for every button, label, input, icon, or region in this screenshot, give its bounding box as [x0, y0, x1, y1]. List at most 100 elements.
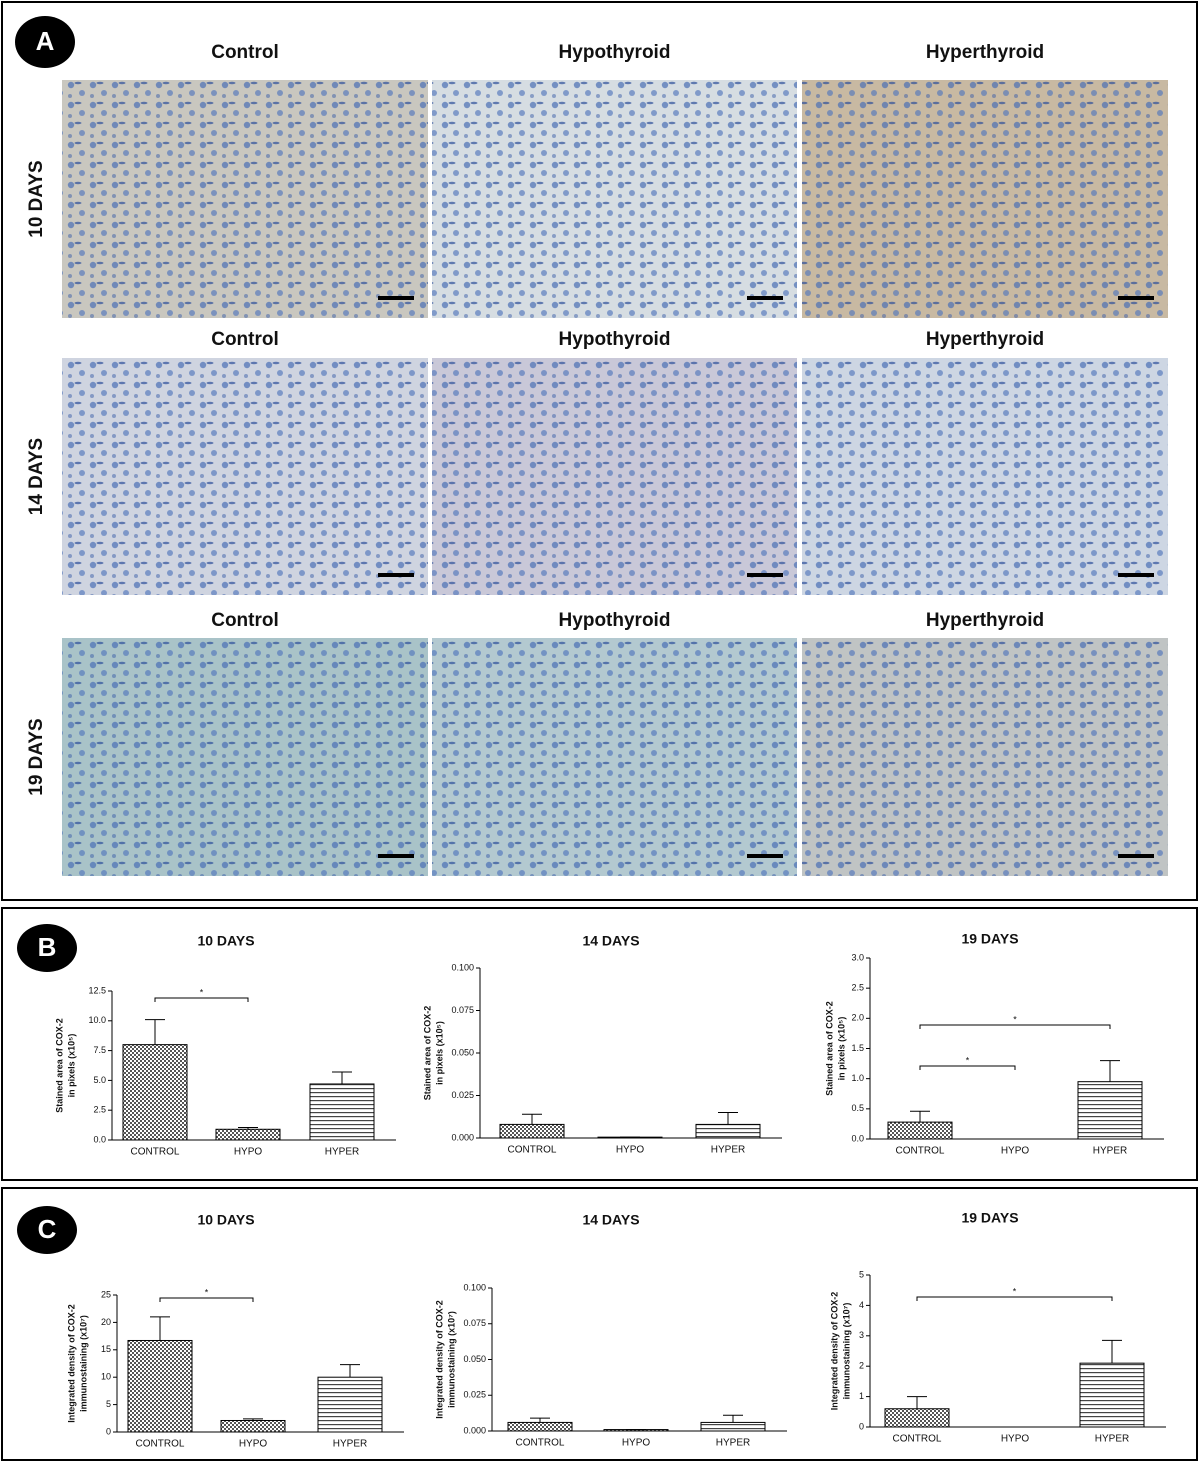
significance-bracket: [154, 997, 249, 1002]
x-tick-label: CONTROL: [508, 1145, 557, 1156]
y-tick-label: 0.050: [463, 1354, 486, 1364]
significance-bracket: [159, 1297, 254, 1302]
y-tick-label: 0.5: [851, 1103, 864, 1113]
y-axis-label: in pixels (x10⁵): [434, 1021, 444, 1085]
x-tick-label: HYPER: [1095, 1434, 1129, 1445]
y-tick-label: 0.000: [451, 1132, 474, 1142]
x-tick-label: HYPO: [622, 1438, 651, 1449]
chart-title: 19 DAYS: [961, 1210, 1018, 1226]
micrograph-nuclei: [802, 638, 1168, 876]
column-title: Hypothyroid: [559, 610, 671, 631]
bar: [215, 1128, 281, 1141]
bar: [507, 1421, 573, 1432]
y-tick-label: 0.0: [851, 1133, 864, 1143]
y-tick-label: 0.025: [463, 1390, 486, 1400]
chart-title: 14 DAYS: [582, 1212, 639, 1228]
badge: [15, 16, 75, 68]
chart-title: 19 DAYS: [961, 931, 1018, 947]
y-axis-label: Stained area of COX-2: [422, 1006, 432, 1101]
y-tick-label: 10.0: [88, 1015, 106, 1025]
bar: [887, 1121, 953, 1140]
x-tick-label: CONTROL: [516, 1438, 565, 1449]
micrograph-nuclei: [802, 358, 1168, 595]
micrograph-nuclei: [432, 358, 797, 595]
y-tick-label: 1.5: [851, 1043, 864, 1053]
y-tick-label: 2.5: [93, 1105, 106, 1115]
x-tick-label: HYPO: [234, 1147, 263, 1158]
column-title: Hyperthyroid: [926, 610, 1044, 631]
scale-bar: [378, 296, 414, 300]
column-title: Hyperthyroid: [926, 329, 1044, 350]
bar: [499, 1123, 565, 1139]
y-tick-label: 7.5: [93, 1045, 106, 1055]
column-title: Hypothyroid: [559, 42, 671, 63]
y-axis-label: Integrated density of COX-2: [66, 1304, 76, 1423]
y-tick-label: 15: [101, 1344, 111, 1354]
x-tick-label: HYPER: [333, 1439, 367, 1450]
micrograph-nuclei: [802, 80, 1168, 318]
y-tick-label: 2: [859, 1361, 864, 1371]
bar: [700, 1421, 766, 1432]
column-title: Hypothyroid: [559, 329, 671, 350]
y-tick-label: 0.025: [451, 1090, 474, 1100]
column-title: Hyperthyroid: [926, 42, 1044, 63]
row-label: 19 DAYS: [26, 718, 47, 795]
x-tick-label: HYPO: [616, 1145, 645, 1156]
panel-b-frame: [1, 907, 1198, 1181]
scale-bar: [747, 573, 783, 577]
y-tick-label: 0: [106, 1426, 111, 1436]
column-title: Control: [211, 329, 279, 350]
y-tick-label: 5: [106, 1399, 111, 1409]
y-axis-label: Integrated density of COX-2: [434, 1300, 444, 1419]
x-tick-label: HYPER: [711, 1145, 745, 1156]
y-tick-label: 0.100: [451, 962, 474, 972]
panel-a-frame: [1, 1, 1198, 901]
y-axis-label: in pixels (x10⁵): [66, 1034, 76, 1098]
row-label: 14 DAYS: [26, 438, 47, 515]
y-tick-label: 4: [859, 1300, 864, 1310]
scale-bar: [747, 296, 783, 300]
y-tick-label: 3: [859, 1330, 864, 1340]
y-tick-label: 0.075: [451, 1005, 474, 1015]
y-tick-label: 1.0: [851, 1073, 864, 1083]
significance-label: *: [1013, 1014, 1017, 1024]
badge: [17, 1206, 77, 1254]
y-axis-label: Stained area of COX-2: [54, 1018, 64, 1113]
panel-label: B: [38, 932, 57, 962]
y-tick-label: 2.5: [851, 983, 864, 993]
bar: [220, 1419, 286, 1433]
y-axis-label: immunostaining (x10⁷): [841, 1303, 851, 1400]
column-title: Control: [211, 610, 279, 631]
x-tick-label: CONTROL: [896, 1146, 945, 1157]
y-tick-label: 5: [859, 1269, 864, 1279]
panel-c-frame: [1, 1187, 1198, 1461]
y-axis-label: immunostaining (x10⁷): [78, 1315, 88, 1412]
y-tick-label: 0.075: [463, 1318, 486, 1328]
x-tick-label: CONTROL: [136, 1439, 185, 1450]
panel-label: A: [36, 26, 55, 56]
scale-bar: [1118, 296, 1154, 300]
y-tick-label: 0.000: [463, 1425, 486, 1435]
scale-bar: [378, 854, 414, 858]
bar: [309, 1083, 375, 1141]
y-tick-label: 0: [859, 1421, 864, 1431]
x-tick-label: HYPO: [1001, 1146, 1030, 1157]
y-tick-label: 3.0: [851, 952, 864, 962]
bar: [1079, 1362, 1145, 1428]
significance-bracket: [919, 1024, 1111, 1029]
y-tick-label: 25: [101, 1289, 111, 1299]
micrograph-nuclei: [432, 638, 797, 876]
row-label: 10 DAYS: [26, 160, 47, 237]
y-tick-label: 0.050: [451, 1047, 474, 1057]
y-tick-label: 1: [859, 1391, 864, 1401]
y-tick-label: 5.0: [93, 1075, 106, 1085]
scale-bar: [747, 854, 783, 858]
significance-label: *: [966, 1055, 970, 1065]
y-tick-label: 10: [101, 1372, 111, 1382]
scale-bar: [378, 573, 414, 577]
y-tick-label: 0.100: [463, 1282, 486, 1292]
scale-bar: [1118, 854, 1154, 858]
bar: [695, 1123, 761, 1139]
significance-label: *: [1013, 1286, 1017, 1296]
x-tick-label: HYPER: [1093, 1146, 1127, 1157]
